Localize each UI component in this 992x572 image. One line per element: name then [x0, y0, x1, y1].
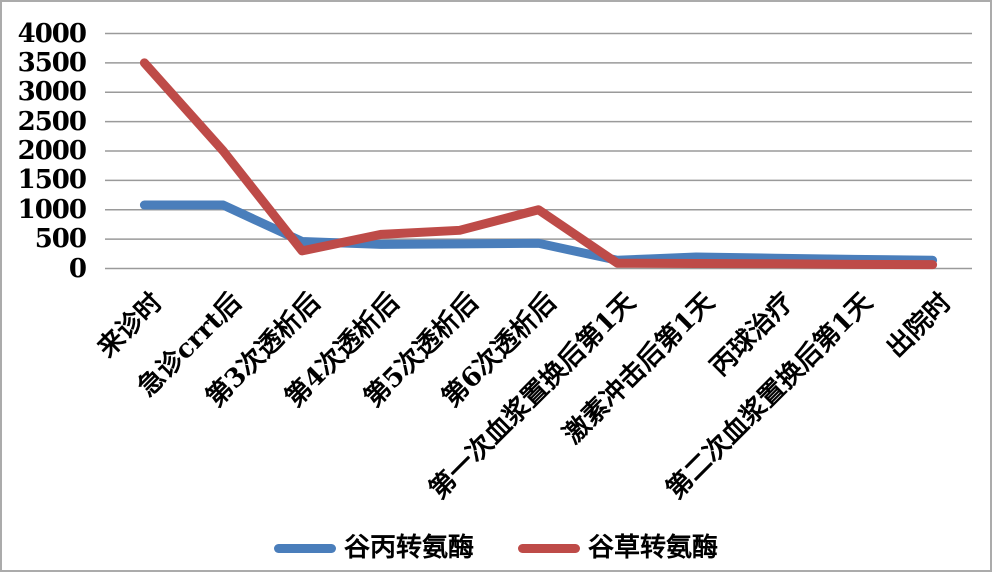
y-tick-label: 0 — [68, 253, 87, 284]
y-tick-label: 4000 — [17, 18, 87, 49]
legend-label: 谷草转氨酶 — [588, 533, 719, 563]
y-tick-label: 2500 — [17, 106, 87, 137]
legend-label: 谷丙转氨酶 — [343, 533, 474, 563]
y-tick-label: 3000 — [17, 77, 87, 108]
y-tick-label: 1000 — [17, 194, 87, 225]
series-line-1 — [139, 58, 938, 270]
legend-item-0: 谷丙转氨酶 — [273, 533, 474, 563]
y-tick-label: 3500 — [17, 47, 87, 78]
chart-legend: 谷丙转氨酶 谷草转氨酶 — [2, 533, 990, 563]
y-tick-label: 1500 — [17, 165, 87, 196]
legend-item-1: 谷草转氨酶 — [518, 533, 718, 563]
y-tick-label: 2000 — [17, 136, 87, 166]
y-tick-label: 500 — [34, 224, 87, 255]
legend-line-swatch — [273, 543, 336, 553]
series-line-0 — [139, 200, 938, 265]
legend-line-swatch — [518, 543, 580, 553]
